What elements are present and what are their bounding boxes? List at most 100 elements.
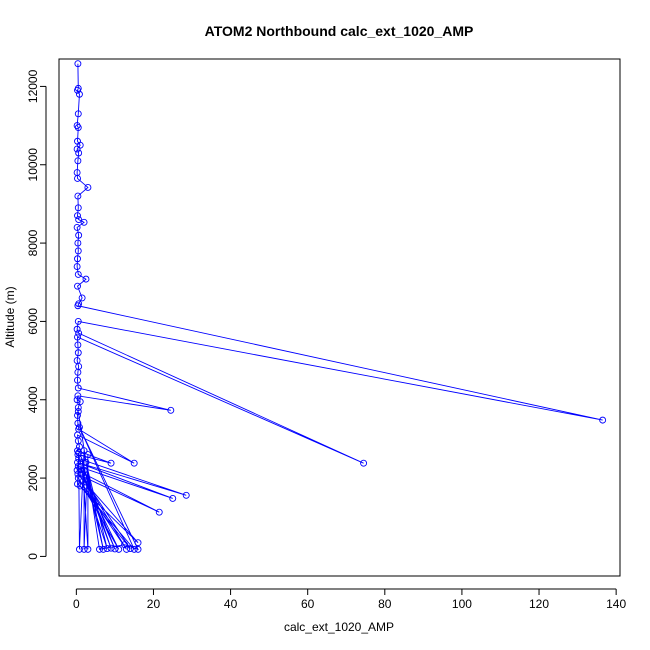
data-point (599, 416, 607, 424)
data-point (74, 110, 82, 118)
data-point (360, 459, 368, 467)
data-point (80, 218, 88, 226)
data-point (74, 462, 82, 470)
data-point (74, 175, 81, 182)
x-tick-label: 0 (73, 597, 80, 611)
x-tick-label: 140 (606, 597, 626, 611)
data-point (155, 508, 163, 516)
x-tick-label: 120 (529, 597, 549, 611)
data-point (73, 325, 81, 333)
data-point (80, 466, 88, 474)
data-point (74, 192, 82, 200)
data-point (74, 270, 82, 278)
data-point (74, 302, 82, 310)
data-point (78, 455, 86, 462)
data-point (80, 447, 88, 455)
data-point (84, 545, 92, 553)
data-point (167, 406, 175, 414)
data-point (76, 398, 84, 406)
data-point (74, 411, 81, 419)
plot-area-border (58, 58, 621, 577)
data-point (74, 447, 81, 455)
y-tick-label: 12000 (26, 69, 40, 103)
y-tick-label: 10000 (26, 148, 40, 182)
chart-title: ATOM2 Northbound calc_ext_1020_AMP (205, 23, 474, 39)
x-tick-label: 20 (147, 597, 161, 611)
x-axis: 0 20 40 60 80 100 120 140 (73, 588, 626, 611)
data-point (75, 545, 83, 553)
series-layer (73, 60, 607, 553)
y-tick-label: 6000 (26, 308, 40, 335)
data-point (134, 545, 142, 553)
data-point (107, 459, 115, 467)
data-point (78, 470, 86, 478)
data-point (123, 545, 130, 553)
data-point (182, 491, 190, 499)
data-point (74, 212, 81, 220)
data-point (74, 255, 81, 263)
data-point (78, 294, 86, 302)
data-point (75, 329, 83, 337)
y-axis: 0 2000 4000 6000 8000 10000 12000 (26, 69, 47, 560)
data-point (75, 423, 83, 431)
data-point (74, 204, 82, 212)
data-point (115, 545, 123, 553)
y-tick-label: 2000 (26, 464, 40, 491)
data-point (96, 545, 103, 553)
x-tick-label: 40 (224, 597, 238, 611)
data-point (75, 149, 83, 157)
data-point (99, 545, 107, 553)
data-point (73, 122, 81, 130)
data-point (126, 545, 134, 553)
data-point (74, 60, 82, 68)
data-point (74, 157, 82, 165)
data-point (74, 124, 82, 131)
data-point (74, 86, 81, 94)
y-tick-label: 0 (26, 553, 40, 560)
data-point (82, 478, 90, 486)
data-point (121, 541, 129, 549)
data-point (74, 239, 82, 247)
data-point (74, 282, 81, 290)
series-line (76, 63, 603, 551)
data-point (74, 474, 82, 482)
data-point (103, 545, 111, 553)
data-point (130, 459, 138, 467)
data-point (74, 408, 82, 415)
data-point (134, 539, 142, 547)
data-point (75, 216, 83, 224)
x-tick-label: 60 (301, 597, 315, 611)
data-point (76, 462, 84, 470)
data-point (74, 368, 82, 376)
x-tick-label: 80 (378, 597, 392, 611)
data-point (107, 544, 115, 552)
data-point (73, 145, 81, 153)
x-tick-label: 100 (452, 597, 472, 611)
data-point (74, 376, 81, 384)
y-axis-label: Altitude (m) (3, 286, 17, 347)
data-point (74, 333, 81, 341)
data-point (76, 482, 84, 490)
data-point (82, 275, 90, 283)
y-tick-label: 8000 (26, 229, 40, 256)
data-point (84, 451, 92, 459)
x-axis-label: calc_ext_1020_AMP (284, 620, 394, 634)
data-point (80, 545, 88, 553)
y-tick-label: 4000 (26, 386, 40, 413)
data-point (74, 247, 82, 255)
data-point (84, 184, 92, 191)
data-point (130, 545, 138, 553)
data-point (169, 495, 177, 502)
data-point (111, 545, 119, 553)
data-point (74, 349, 82, 357)
data-point (82, 458, 90, 466)
data-point (74, 404, 82, 412)
data-point (74, 392, 82, 400)
data-point (73, 263, 81, 271)
data-point (74, 470, 82, 478)
data-point (75, 90, 83, 98)
data-point (75, 231, 83, 239)
data-point (73, 223, 81, 231)
data-point (74, 317, 82, 325)
